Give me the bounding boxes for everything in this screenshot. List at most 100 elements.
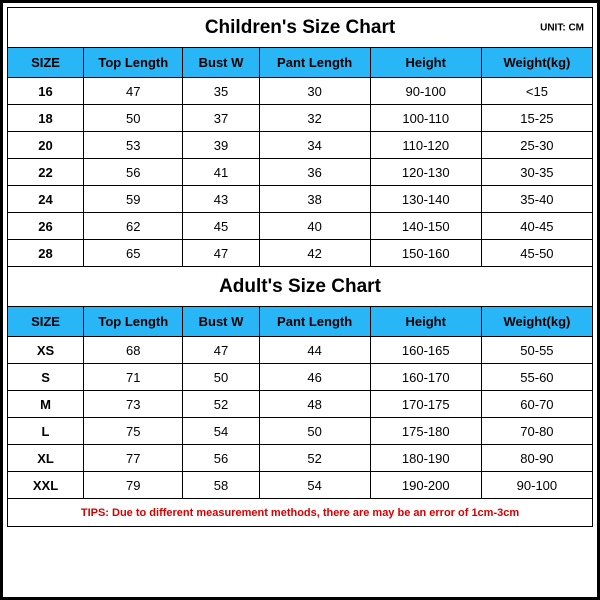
table-row: 28654742150-16045-50 <box>8 240 593 267</box>
column-header: Pant Length <box>259 307 370 337</box>
value-cell: 58 <box>183 472 259 499</box>
value-cell: 46 <box>259 364 370 391</box>
column-header-row: SIZETop LengthBust WPant LengthHeightWei… <box>8 307 593 337</box>
value-cell: 42 <box>259 240 370 267</box>
value-cell: 36 <box>259 159 370 186</box>
table-row: XXL795854190-20090-100 <box>8 472 593 499</box>
size-cell: 16 <box>8 78 84 105</box>
value-cell: 40-45 <box>481 213 592 240</box>
table-row: XL775652180-19080-90 <box>8 445 593 472</box>
value-cell: 47 <box>84 78 183 105</box>
table-row: L755450175-18070-80 <box>8 418 593 445</box>
value-cell: 90-100 <box>370 78 481 105</box>
value-cell: 65 <box>84 240 183 267</box>
value-cell: 50 <box>183 364 259 391</box>
value-cell: 45 <box>183 213 259 240</box>
column-header: Top Length <box>84 48 183 78</box>
value-cell: 140-150 <box>370 213 481 240</box>
size-cell: L <box>8 418 84 445</box>
section-title-text: Adult's Size Chart <box>9 276 591 298</box>
table-row: XS684744160-16550-55 <box>8 337 593 364</box>
value-cell: 160-165 <box>370 337 481 364</box>
section-title: Children's Size ChartUNIT: CM <box>8 8 593 48</box>
value-cell: 45-50 <box>481 240 592 267</box>
size-chart-table: Children's Size ChartUNIT: CMSIZETop Len… <box>7 7 593 527</box>
section-title-text: Children's Size Chart <box>9 17 591 39</box>
column-header: Bust W <box>183 48 259 78</box>
value-cell: 53 <box>84 132 183 159</box>
table-row: 1647353090-100<15 <box>8 78 593 105</box>
value-cell: 47 <box>183 240 259 267</box>
value-cell: 79 <box>84 472 183 499</box>
value-cell: 190-200 <box>370 472 481 499</box>
value-cell: 73 <box>84 391 183 418</box>
value-cell: 71 <box>84 364 183 391</box>
value-cell: 47 <box>183 337 259 364</box>
value-cell: 68 <box>84 337 183 364</box>
column-header: SIZE <box>8 48 84 78</box>
column-header-row: SIZETop LengthBust WPant LengthHeightWei… <box>8 48 593 78</box>
value-cell: 75 <box>84 418 183 445</box>
column-header: Weight(kg) <box>481 48 592 78</box>
value-cell: 80-90 <box>481 445 592 472</box>
size-chart-container: Children's Size ChartUNIT: CMSIZETop Len… <box>0 0 600 600</box>
column-header: Height <box>370 48 481 78</box>
value-cell: 25-30 <box>481 132 592 159</box>
value-cell: 120-130 <box>370 159 481 186</box>
value-cell: 59 <box>84 186 183 213</box>
value-cell: 62 <box>84 213 183 240</box>
section-title: Adult's Size Chart <box>8 267 593 307</box>
table-row: 26624540140-15040-45 <box>8 213 593 240</box>
value-cell: 32 <box>259 105 370 132</box>
value-cell: 50 <box>84 105 183 132</box>
table-row: S715046160-17055-60 <box>8 364 593 391</box>
value-cell: <15 <box>481 78 592 105</box>
value-cell: 150-160 <box>370 240 481 267</box>
column-header: Bust W <box>183 307 259 337</box>
table-row: M735248170-17560-70 <box>8 391 593 418</box>
value-cell: 40 <box>259 213 370 240</box>
value-cell: 160-170 <box>370 364 481 391</box>
value-cell: 38 <box>259 186 370 213</box>
value-cell: 50-55 <box>481 337 592 364</box>
tips-note: TIPS: Due to different measurement metho… <box>8 499 593 527</box>
unit-label: UNIT: CM <box>540 22 584 33</box>
value-cell: 56 <box>183 445 259 472</box>
value-cell: 90-100 <box>481 472 592 499</box>
value-cell: 35 <box>183 78 259 105</box>
size-cell: 24 <box>8 186 84 213</box>
size-cell: M <box>8 391 84 418</box>
size-cell: 18 <box>8 105 84 132</box>
size-cell: 26 <box>8 213 84 240</box>
value-cell: 39 <box>183 132 259 159</box>
table-row: 24594338130-14035-40 <box>8 186 593 213</box>
value-cell: 60-70 <box>481 391 592 418</box>
value-cell: 37 <box>183 105 259 132</box>
value-cell: 48 <box>259 391 370 418</box>
value-cell: 170-175 <box>370 391 481 418</box>
value-cell: 30-35 <box>481 159 592 186</box>
value-cell: 44 <box>259 337 370 364</box>
size-cell: S <box>8 364 84 391</box>
value-cell: 41 <box>183 159 259 186</box>
column-header: Weight(kg) <box>481 307 592 337</box>
value-cell: 30 <box>259 78 370 105</box>
size-cell: XS <box>8 337 84 364</box>
value-cell: 55-60 <box>481 364 592 391</box>
value-cell: 43 <box>183 186 259 213</box>
column-header: Pant Length <box>259 48 370 78</box>
value-cell: 56 <box>84 159 183 186</box>
value-cell: 100-110 <box>370 105 481 132</box>
value-cell: 34 <box>259 132 370 159</box>
column-header: Top Length <box>84 307 183 337</box>
column-header: SIZE <box>8 307 84 337</box>
value-cell: 35-40 <box>481 186 592 213</box>
value-cell: 175-180 <box>370 418 481 445</box>
size-cell: XL <box>8 445 84 472</box>
value-cell: 77 <box>84 445 183 472</box>
value-cell: 54 <box>259 472 370 499</box>
table-row: 20533934110-12025-30 <box>8 132 593 159</box>
value-cell: 54 <box>183 418 259 445</box>
size-cell: 28 <box>8 240 84 267</box>
value-cell: 130-140 <box>370 186 481 213</box>
